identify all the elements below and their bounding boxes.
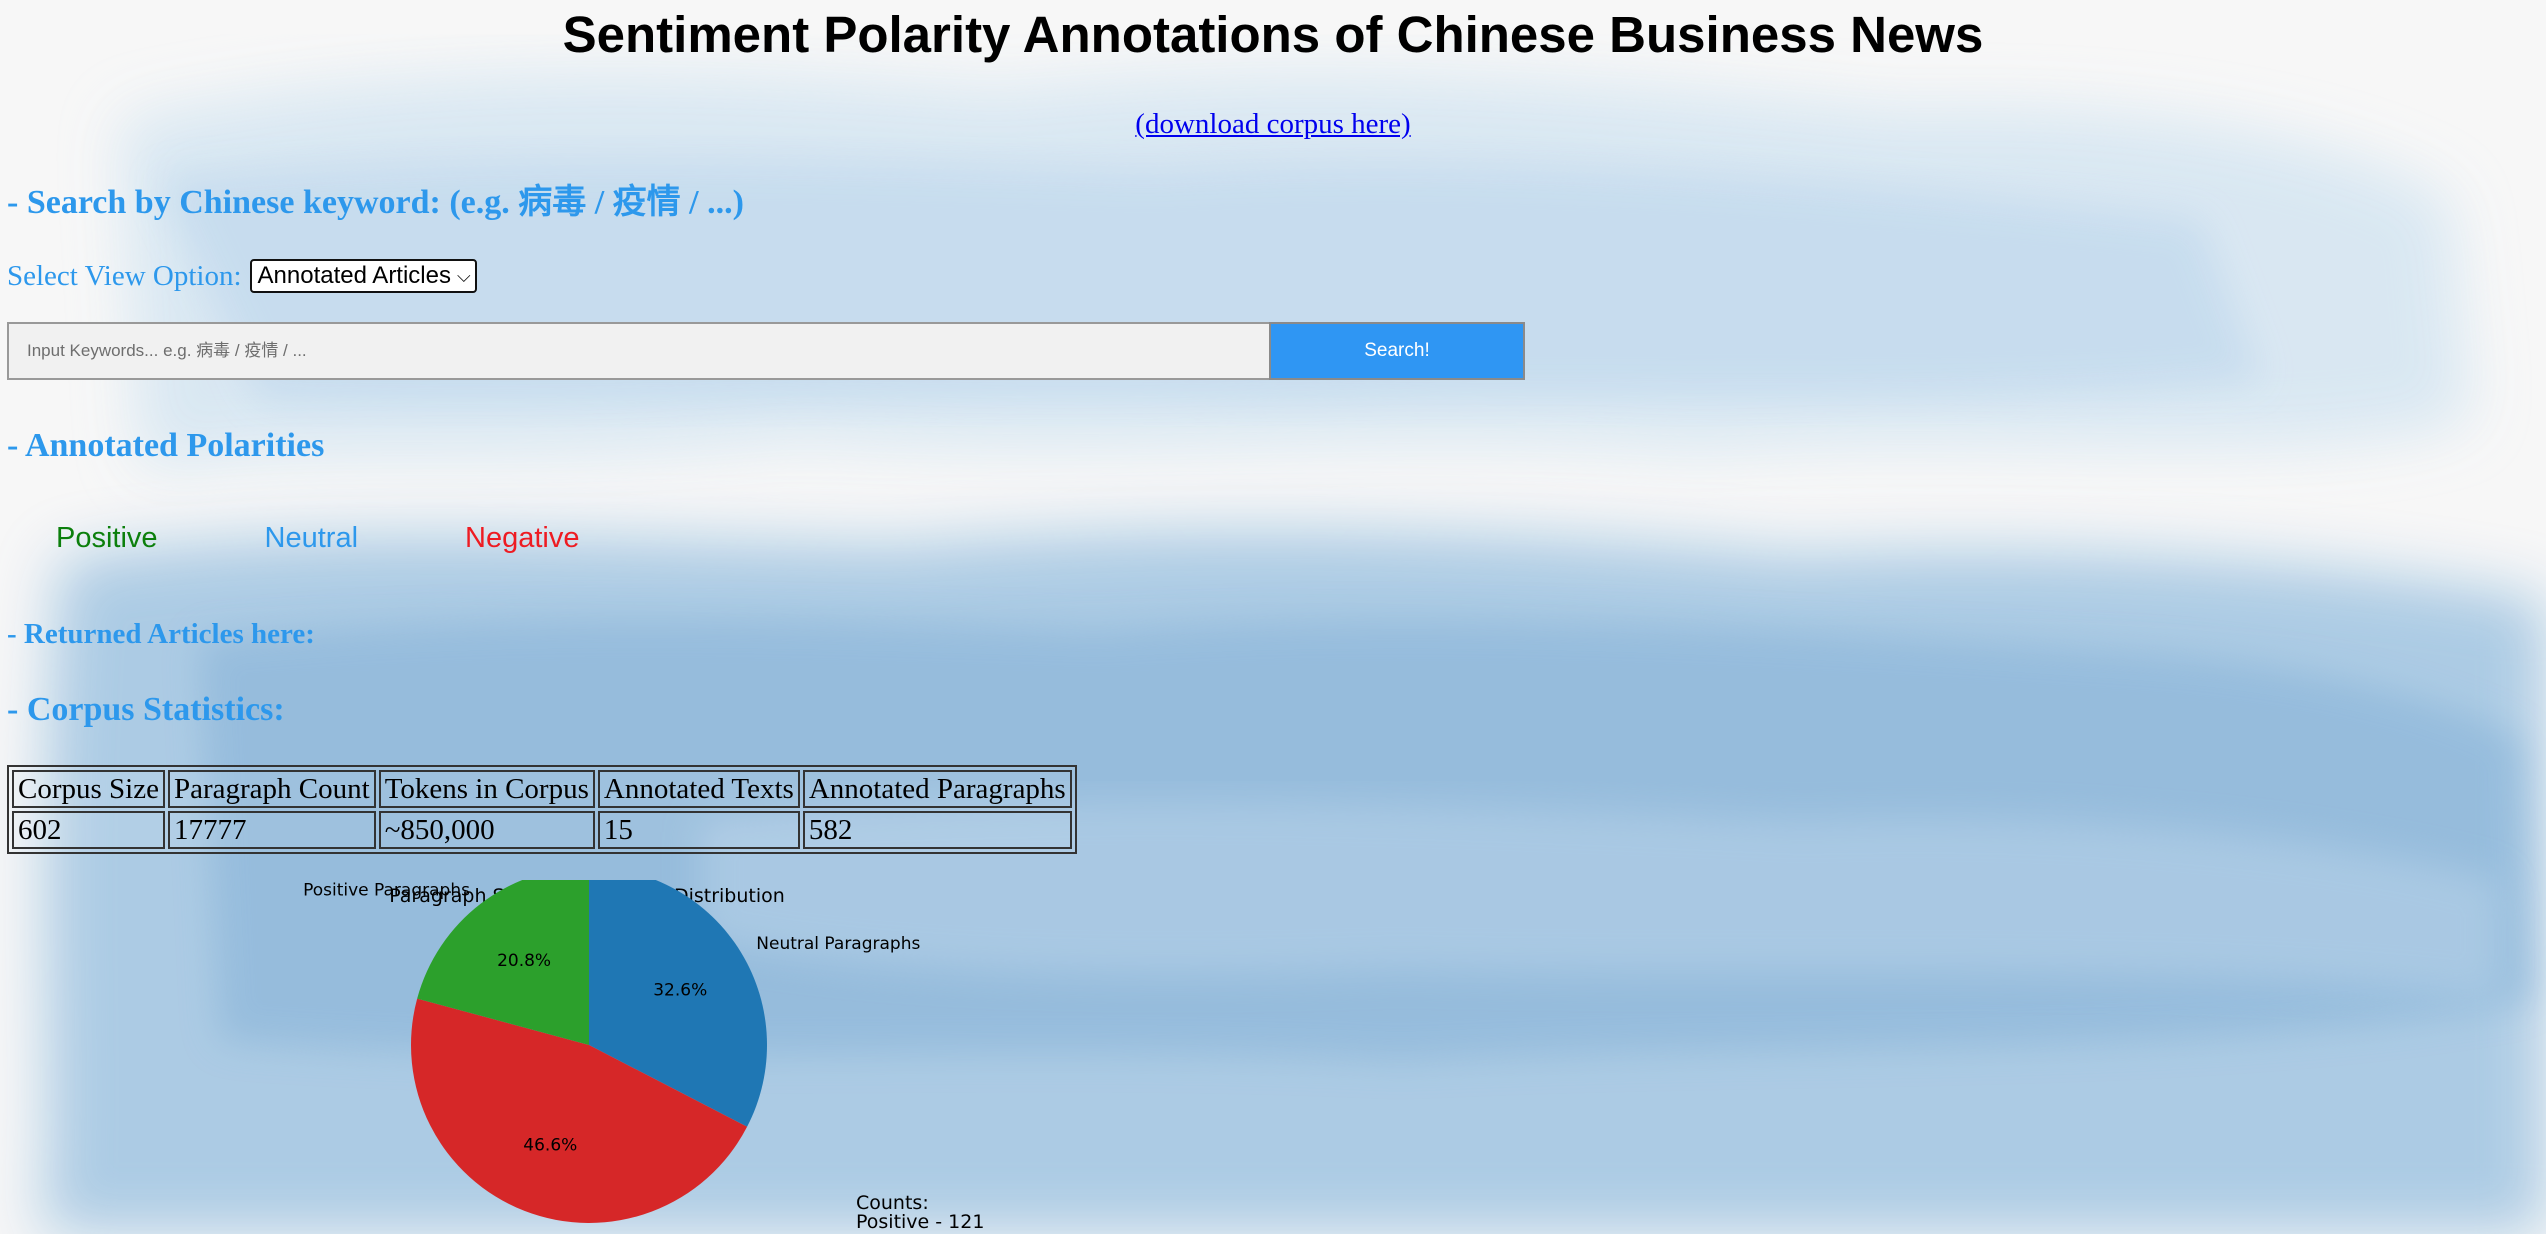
returned-articles-heading: - Returned Articles here: xyxy=(7,618,315,650)
pie-slices xyxy=(410,880,767,1224)
polarity-positive: Positive xyxy=(56,522,158,554)
search-bar: Search! xyxy=(7,322,1525,380)
pie-slice-label: Positive Paragraphs xyxy=(303,881,470,901)
column-header: Annotated Texts xyxy=(597,770,800,808)
table-cell: 15 xyxy=(597,811,800,849)
pie-slice-negative xyxy=(410,998,748,1224)
search-heading: - Search by Chinese keyword: (e.g. 病毒 / … xyxy=(7,184,744,221)
table-row: 602 17777 ~850,000 15 582 xyxy=(12,811,1072,849)
search-input[interactable] xyxy=(7,322,1269,380)
polarities-heading: - Annotated Polarities xyxy=(7,427,325,464)
view-option-label: Select View Option: xyxy=(7,259,242,292)
pie-percent-label: 46.6% xyxy=(523,1136,577,1156)
view-option-selected: Annotated Articles xyxy=(257,262,451,289)
pie-slice-positive xyxy=(417,880,589,1045)
pie-slice-neutral xyxy=(589,880,767,1127)
counts-positive: Positive - 121 xyxy=(856,1211,984,1233)
corpus-statistics-table: Corpus Size Paragraph Count Tokens in Co… xyxy=(7,765,1077,854)
sentiment-pie-chart: Paragraph Sentiment Polarity Distributio… xyxy=(303,880,984,1233)
view-option-select[interactable]: Annotated Articles ⌵ xyxy=(249,259,477,293)
search-button[interactable]: Search! xyxy=(1269,322,1525,380)
pie-percent-label: 20.8% xyxy=(497,951,551,971)
pie-slice-label: Neutral Paragraphs xyxy=(756,934,920,954)
pie-labels: 32.6% Neutral Paragraphs 46.6% 20.8% Positiv… xyxy=(303,881,920,1156)
polarity-negative: Negative xyxy=(465,522,580,554)
page-title: Sentiment Polarity Annotations of Chines… xyxy=(562,6,1984,63)
table-cell: 17777 xyxy=(167,811,376,849)
column-header: Corpus Size xyxy=(12,770,165,808)
table-header-row: Corpus Size Paragraph Count Tokens in Co… xyxy=(12,770,1072,808)
counts-title: Counts: xyxy=(856,1192,929,1214)
pie-percent-label: 32.6% xyxy=(653,980,707,1000)
table-cell: 582 xyxy=(802,811,1072,849)
download-corpus-link[interactable]: (download corpus here) xyxy=(1135,108,1411,140)
corpus-statistics-heading: - Corpus Statistics: xyxy=(7,691,285,728)
polarity-neutral: Neutral xyxy=(264,522,359,554)
column-header: Tokens in Corpus xyxy=(378,770,595,808)
chevron-down-icon: ⌵ xyxy=(456,265,471,286)
table-cell: ~850,000 xyxy=(378,811,595,849)
polarity-legend: Positive Neutral Negative xyxy=(56,518,580,558)
column-header: Annotated Paragraphs xyxy=(802,770,1072,808)
column-header: Paragraph Count xyxy=(167,770,376,808)
table-cell: 602 xyxy=(12,811,165,849)
view-option-row: Select View Option: Annotated Articles ⌵ xyxy=(7,256,477,296)
download-row: (download corpus here) xyxy=(0,104,2546,144)
